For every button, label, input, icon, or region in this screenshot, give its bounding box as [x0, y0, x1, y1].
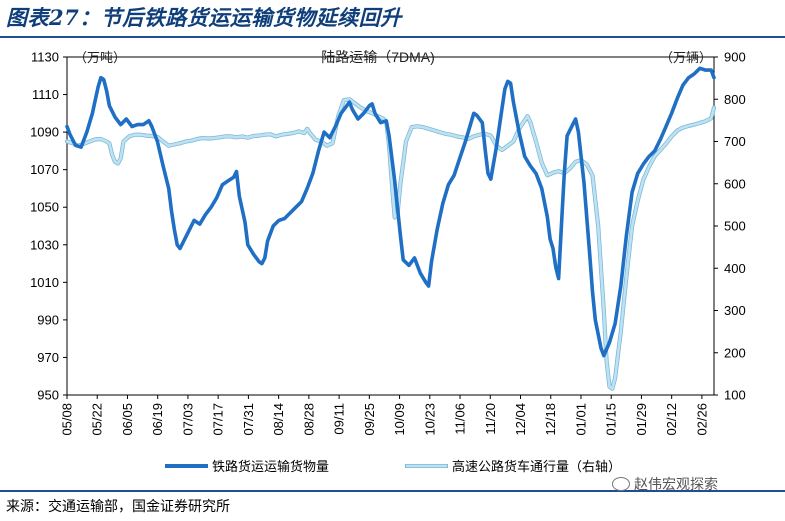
watermark-text: 赵伟宏观探索 — [634, 477, 718, 493]
left-tick-label: 990 — [37, 312, 59, 327]
right-y-axis: 100 200 300 400 500 600 700 800 900 — [714, 50, 746, 403]
left-tick-label: 1010 — [30, 275, 59, 290]
left-tick-label: 950 — [37, 388, 59, 403]
x-tick-label: 07/03 — [180, 403, 195, 436]
right-tick-label: 700 — [724, 134, 746, 149]
plot-frame — [66, 56, 715, 396]
right-tick-label: 300 — [724, 303, 746, 318]
x-tick-label: 11/06 — [453, 403, 468, 435]
highway-series-line — [65, 97, 716, 391]
right-tick-label: 100 — [724, 388, 746, 403]
left-tick-label: 1050 — [30, 200, 59, 215]
source-note: 来源：交通运输部，国金证券研究所 — [6, 499, 230, 515]
series-lines — [64, 66, 717, 391]
left-tick-label: 1130 — [31, 50, 59, 65]
watermark: 赵伟宏观探索 — [612, 474, 718, 494]
plot-border — [66, 56, 715, 396]
x-tick-label: 09/25 — [362, 403, 377, 436]
chart-title: 陆路运输（7DMA) — [321, 49, 435, 65]
x-tick-label: 02/12 — [664, 403, 679, 436]
right-tick-label: 200 — [724, 345, 746, 360]
x-tick-label: 01/01 — [573, 403, 588, 436]
x-tick-label: 02/26 — [694, 403, 709, 436]
x-tick-label: 12/18 — [543, 403, 558, 436]
right-tick-label: 800 — [724, 92, 746, 107]
x-tick-label: 10/23 — [422, 403, 437, 436]
x-tick-label: 05/22 — [90, 403, 105, 436]
x-tick-label: 06/05 — [120, 403, 135, 436]
right-tick-label: 500 — [724, 219, 746, 234]
figure-title: 图表27：节后铁路货运运输货物延续回升 — [6, 5, 402, 30]
x-axis: 05/08 05/22 06/05 06/19 07/03 07/17 07/31 08/14… — [60, 395, 709, 436]
left-tick-label: 1030 — [30, 237, 59, 252]
chart-svg: 950 970 990 1010 1030 1050 1070 1090 1110 1130 10… — [30, 49, 746, 474]
right-tick-label: 600 — [724, 176, 746, 191]
right-tick-label: 400 — [724, 261, 746, 276]
legend-rail-label: 铁路货运运输货物量 — [212, 459, 329, 474]
x-tick-label: 01/15 — [604, 403, 619, 436]
x-tick-label: 05/08 — [60, 403, 75, 436]
x-tick-label: 01/29 — [634, 403, 649, 436]
right-unit-label: （万辆） — [660, 50, 712, 65]
rail-series-line — [65, 66, 716, 358]
right-tick-label: 900 — [724, 50, 746, 65]
title-rule — [0, 36, 785, 38]
x-tick-label: 06/19 — [150, 403, 165, 436]
left-y-axis: 950 970 990 1010 1030 1050 1070 1090 1110 1130 — [30, 50, 67, 403]
left-tick-label: 1070 — [30, 162, 59, 177]
x-tick-label: 09/11 — [332, 403, 347, 435]
x-tick-label: 08/28 — [301, 403, 316, 436]
footer-rule — [0, 490, 785, 492]
left-tick-label: 1110 — [32, 87, 59, 102]
x-tick-label: 08/14 — [271, 403, 286, 436]
left-unit-label: （万吨） — [74, 50, 126, 65]
x-tick-label: 07/31 — [241, 403, 256, 436]
left-tick-label: 970 — [37, 350, 59, 365]
left-tick-label: 1090 — [30, 125, 59, 140]
x-tick-label: 11/20 — [483, 403, 498, 435]
legend-highway-label: 高速公路货车通行量（右轴） — [452, 459, 621, 474]
x-tick-label: 07/17 — [211, 403, 226, 436]
x-tick-label: 12/04 — [513, 403, 528, 436]
wechat-icon — [612, 477, 630, 491]
legend: 铁路货运运输货物量 高速公路货车通行量（右轴） — [165, 459, 621, 474]
x-tick-label: 10/09 — [392, 403, 407, 436]
